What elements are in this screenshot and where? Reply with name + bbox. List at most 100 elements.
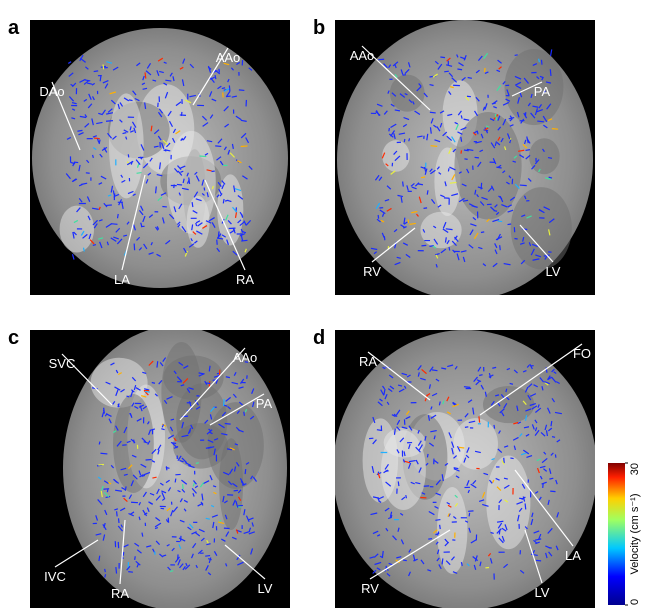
flow-vector	[433, 238, 439, 245]
flow-vector	[245, 137, 250, 144]
flow-vector	[83, 98, 88, 102]
flow-vector	[460, 126, 467, 131]
flow-vector	[132, 90, 137, 96]
flow-vector	[384, 463, 389, 470]
flow-vector	[496, 233, 501, 241]
flow-vector	[235, 500, 239, 508]
flow-vector	[424, 168, 428, 175]
flow-vector	[449, 166, 456, 171]
flow-vector	[503, 484, 510, 489]
flow-vector	[542, 115, 548, 123]
flow-vector	[453, 455, 458, 459]
flow-vector	[83, 80, 90, 85]
flow-vector	[84, 114, 88, 118]
flow-vector	[168, 120, 174, 128]
flow-vector	[190, 424, 194, 430]
flow-vector	[134, 405, 139, 410]
flow-vector	[420, 377, 426, 381]
flow-vector	[147, 429, 152, 436]
structure-label: LA	[114, 272, 130, 287]
flow-vector	[509, 139, 512, 144]
flow-vector	[428, 510, 435, 516]
flow-vector	[386, 572, 391, 577]
flow-vector	[205, 220, 212, 224]
flow-vector	[177, 170, 183, 176]
flow-vector	[505, 388, 508, 393]
flow-vector	[434, 60, 439, 65]
structure-label: RV	[363, 264, 381, 279]
flow-vector	[407, 462, 412, 469]
flow-vector	[451, 136, 456, 143]
flow-vector	[550, 490, 556, 493]
flow-vector	[201, 115, 208, 121]
tissue-blob	[163, 355, 224, 400]
flow-vector	[448, 91, 452, 96]
flow-vector	[179, 519, 185, 523]
flow-vector	[188, 523, 194, 529]
flow-vector	[224, 500, 228, 504]
flow-vector	[194, 485, 199, 489]
flow-vector	[141, 395, 147, 398]
flow-vector	[408, 548, 412, 553]
flow-vector	[452, 403, 459, 408]
flow-vector	[206, 539, 209, 544]
flow-vector	[197, 502, 204, 507]
panel: c SVC AAo PA IVC RA LV	[8, 327, 290, 608]
flow-vector	[112, 430, 117, 434]
flow-vector	[207, 558, 212, 561]
flow-vector	[519, 242, 525, 245]
flow-vector	[493, 105, 497, 109]
flow-vector	[184, 250, 188, 257]
flow-vector	[530, 93, 533, 98]
flow-vector	[402, 459, 406, 463]
flow-vector	[71, 254, 75, 260]
flow-vector	[386, 185, 392, 190]
flow-vector	[173, 445, 179, 449]
flow-vector	[139, 205, 144, 211]
flow-vector	[85, 66, 89, 70]
flow-vector	[169, 570, 174, 573]
flow-vector	[123, 97, 130, 102]
flow-vector	[78, 198, 83, 203]
flow-vector	[531, 243, 538, 248]
flow-vector	[478, 499, 485, 503]
flow-vector	[194, 399, 199, 406]
flow-vector	[102, 64, 105, 70]
flow-vector	[133, 439, 135, 444]
flow-vector	[223, 62, 230, 66]
flow-vector	[376, 429, 383, 432]
flow-vector	[105, 120, 113, 122]
flow-vector	[480, 182, 483, 190]
flow-vector	[485, 125, 490, 128]
flow-vector	[70, 161, 76, 165]
flow-vector	[188, 387, 194, 390]
flow-vector	[476, 131, 479, 135]
flow-vector	[210, 504, 215, 508]
flow-vector	[525, 433, 530, 437]
flow-vector	[154, 522, 162, 528]
flow-vector	[103, 491, 110, 498]
flow-vector	[423, 92, 428, 98]
flow-vector	[134, 542, 140, 547]
flow-vector	[382, 385, 386, 390]
flow-vector	[528, 242, 532, 247]
flow-vector	[466, 447, 470, 453]
structure-label: RV	[361, 581, 379, 596]
flow-vector	[421, 368, 427, 375]
flow-vector	[143, 388, 150, 391]
flow-vector	[466, 563, 470, 567]
label-leader	[61, 353, 113, 406]
flow-vector	[415, 459, 419, 465]
flow-vector	[543, 468, 548, 472]
flow-vector	[503, 402, 508, 409]
flow-vector	[426, 133, 429, 141]
flow-vector	[486, 218, 490, 223]
label-leader	[192, 47, 229, 106]
flow-vector	[383, 388, 386, 396]
flow-vector	[177, 165, 182, 171]
flow-vector	[532, 258, 540, 261]
flow-vector	[146, 63, 152, 69]
flow-vector	[149, 157, 153, 162]
flow-vector	[497, 522, 503, 529]
